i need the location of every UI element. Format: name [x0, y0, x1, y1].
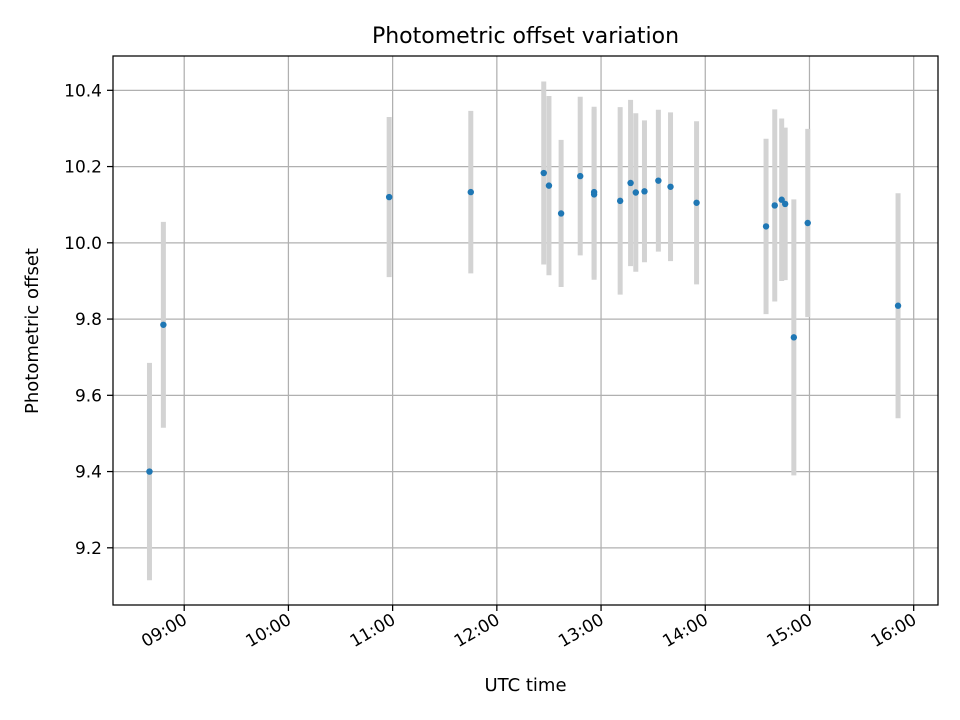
y-tick-label: 9.4	[75, 463, 102, 483]
data-point	[693, 199, 700, 206]
grid	[113, 56, 938, 605]
data-point	[146, 468, 153, 475]
data-point	[771, 202, 778, 209]
data-point	[540, 169, 547, 177]
data-point	[160, 321, 167, 328]
y-tick-label: 10.0	[64, 234, 102, 254]
y-tick-label: 10.4	[64, 81, 102, 101]
data-point	[655, 177, 662, 184]
y-tick-label: 9.6	[75, 386, 102, 406]
data-point	[616, 197, 624, 205]
y-axis-label: Photometric offset	[22, 248, 43, 414]
data-point	[762, 223, 770, 230]
axes-frame	[112, 55, 939, 606]
y-tick-label: 9.2	[75, 539, 102, 559]
data-point	[804, 219, 811, 227]
chart-title: Photometric offset variation	[372, 24, 679, 49]
data-point	[557, 210, 565, 217]
data-point	[790, 334, 798, 341]
y-tick-label: 9.8	[75, 310, 102, 330]
data-point	[641, 188, 648, 195]
data-point	[545, 182, 553, 189]
data-point	[577, 172, 584, 180]
data-point	[627, 179, 634, 187]
data-point	[667, 183, 674, 190]
data-point	[385, 193, 393, 201]
data-point	[590, 191, 598, 198]
x-axis-label: UTC time	[484, 675, 566, 696]
y-tick-label: 10.2	[64, 158, 102, 178]
data-points	[146, 169, 902, 475]
data-point	[781, 200, 789, 208]
data-point	[467, 188, 474, 196]
data-point	[894, 302, 902, 309]
data-point	[632, 189, 639, 196]
